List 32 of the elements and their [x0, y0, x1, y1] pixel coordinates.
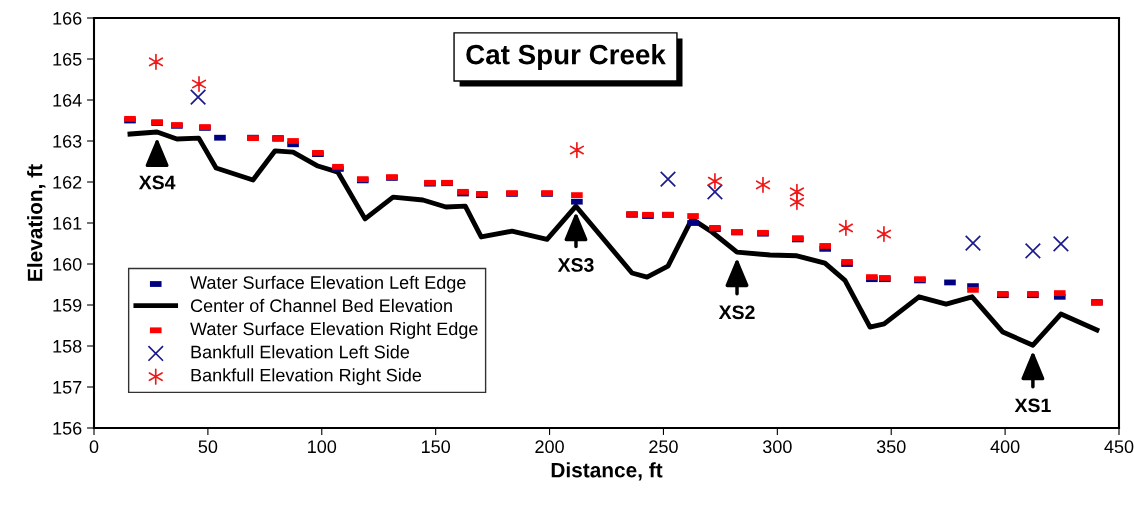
text: Cat Spur Creek — [466, 44, 666, 70]
annotation: XS2 — [718, 305, 755, 320]
legend-label: Center of Channel Bed Elevation — [190, 298, 452, 313]
x-tick-label: 300 — [762, 440, 792, 454]
x-tick-label: 350 — [876, 440, 906, 454]
legend-label: Water Surface Elevation Right Edge — [190, 321, 478, 339]
y-tick-label: 163 — [53, 134, 82, 148]
x-tick-label: 0 — [89, 440, 99, 454]
y-tick-label: 157 — [53, 381, 82, 394]
y-tick-label: 159 — [53, 298, 82, 312]
x-tick-label: 200 — [535, 440, 564, 454]
x-tick-label: 450 — [1104, 440, 1134, 454]
x-tick-label: 400 — [990, 440, 1020, 454]
annotation: XS4 — [138, 175, 176, 190]
y-tick-label: 165 — [53, 52, 82, 66]
y-tick-label: 166 — [53, 11, 82, 25]
y-tick-label: 161 — [53, 216, 82, 230]
y-tick-label: 160 — [53, 257, 82, 271]
y-tick-label: 162 — [53, 175, 82, 189]
y-tick-label: 164 — [53, 93, 82, 107]
x-tick-label: 250 — [649, 440, 678, 454]
x-tick-label: 50 — [198, 440, 218, 454]
x-tick-label: 100 — [308, 440, 337, 454]
annotation: XS1 — [1014, 398, 1051, 413]
legend-label: Water Surface Elevation Left Edge — [190, 275, 466, 293]
y-axis-title: Elevation, ft — [27, 164, 46, 281]
y-tick-label: 156 — [53, 421, 82, 435]
x-tick-label: 150 — [421, 440, 451, 454]
y-tick-label: 158 — [53, 339, 82, 353]
annotation: XS3 — [557, 258, 594, 272]
legend-label: Bankfull Elevation Left Side — [191, 345, 410, 359]
x-axis-title: Distance, ft — [551, 462, 663, 481]
